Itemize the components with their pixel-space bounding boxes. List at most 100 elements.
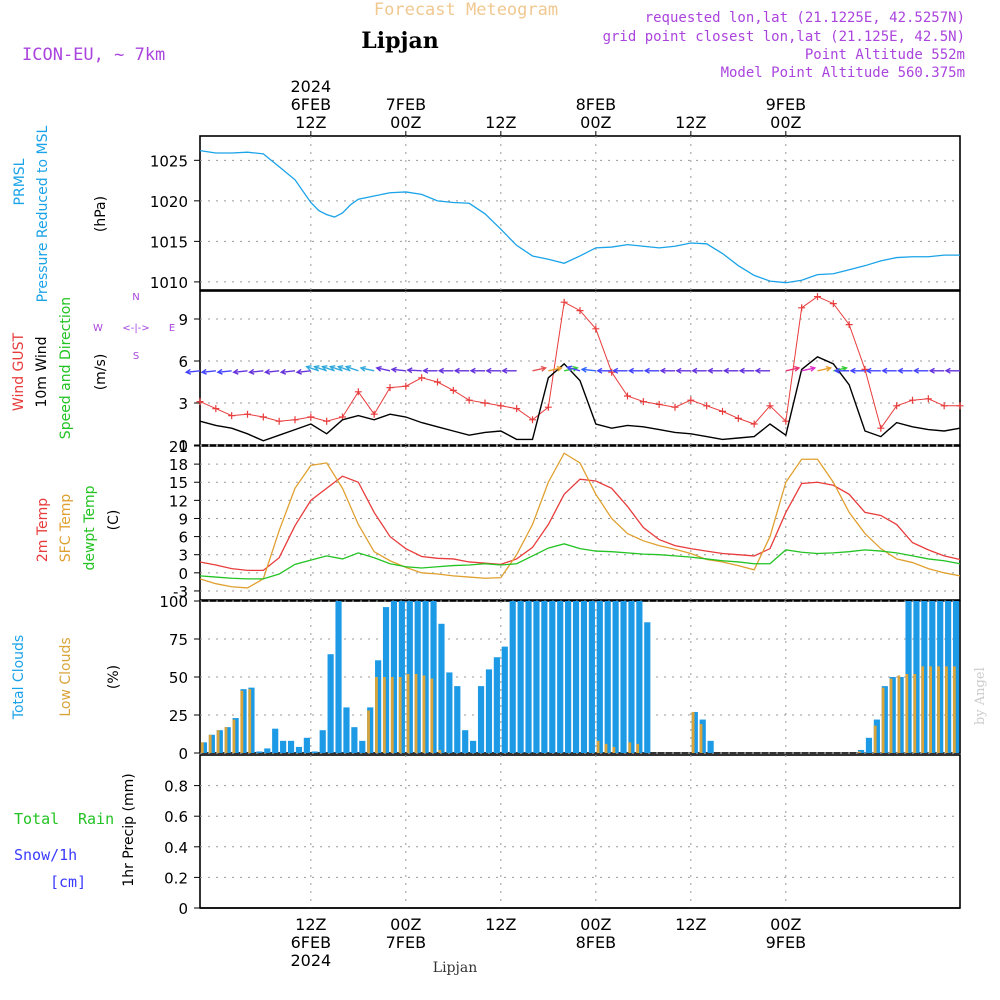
total-cloud-bar [889, 677, 896, 753]
wind-arrow-head [572, 365, 579, 372]
wind-arrow-head [612, 367, 619, 374]
y-tick-label: 1015 [150, 233, 188, 251]
wind-series [196, 293, 964, 442]
wind-arrow [391, 368, 406, 372]
wind-arrow [581, 368, 596, 372]
y-tick-label: 0 [178, 437, 188, 455]
wind-arrow-head [232, 368, 239, 375]
total-cloud-bar [280, 740, 287, 753]
low-cloud-bar [929, 666, 932, 753]
gust-marker [877, 424, 885, 432]
total-cloud-bar [501, 646, 508, 753]
low-cloud-bar [224, 727, 228, 753]
y-tick-label: 15 [169, 474, 188, 492]
wind-arrow [785, 367, 800, 372]
gust-marker [386, 384, 394, 392]
top-axis-label: 00Z [580, 113, 611, 132]
total-cloud-bar [699, 719, 706, 753]
total-cloud-bar [881, 686, 888, 753]
y-tick-labels: 10101015102010250369-3036912151821025507… [150, 152, 200, 918]
total-cloud-bar [351, 727, 358, 753]
gust-marker [196, 398, 204, 406]
low-cloud-bar [612, 746, 616, 753]
wind-arrow [360, 367, 375, 372]
wind-arrow-head [485, 367, 492, 374]
total-cloud-bar [865, 737, 873, 753]
precip-label-total: Total [14, 810, 59, 828]
total-cloud-bar [232, 718, 239, 753]
compass-icon: N S W E <-|-> [93, 292, 175, 362]
low-cloud-bar [414, 673, 418, 753]
total-cloud-bar [580, 601, 588, 753]
wind-arrow-head [849, 367, 856, 374]
compass-w: W [93, 323, 103, 334]
total-cloud-bar [493, 657, 500, 753]
wind-arrow-head [565, 365, 573, 372]
wind-arrow-head [422, 367, 429, 374]
gust-marker [608, 368, 616, 376]
total-cloud-bar [438, 623, 445, 753]
y-tick-label: 6 [178, 529, 188, 547]
wind-arrow [265, 370, 280, 373]
y-tick-label: 0 [178, 565, 188, 583]
wind-arrow [296, 370, 311, 373]
pressure-unit: (hPa) [93, 196, 109, 232]
top-axis-label: 00Z [770, 113, 801, 132]
low-cloud-bar [422, 675, 426, 753]
low-cloud-bar [945, 666, 948, 753]
low-cloud-bar [398, 677, 402, 753]
total-cloud-bar [604, 601, 611, 753]
gust-marker [750, 420, 758, 428]
total-cloud-bar [311, 751, 318, 753]
wind-arrow-head [540, 365, 548, 372]
total-cloud-bar [620, 601, 627, 753]
gust-marker [845, 321, 853, 329]
gust-marker [687, 396, 695, 404]
wind-arrow-head [738, 367, 745, 374]
low-cloud-bar [240, 690, 244, 753]
wind-arrow-head [707, 367, 714, 374]
bottom-axis-label: 12Z [485, 915, 516, 934]
total-cloud-bar [462, 730, 469, 753]
low-cloud-bar [406, 673, 410, 753]
total-cloud-bar [422, 601, 429, 753]
gust-marker [956, 402, 964, 410]
wind-arrow [330, 365, 343, 372]
total-cloud-bar [557, 601, 564, 753]
total-cloud-bar [343, 707, 350, 753]
low-cloud-bar [897, 675, 901, 753]
total-cloud-bar [208, 734, 215, 753]
total-cloud-bar [430, 601, 437, 753]
total-cloud-bar [398, 601, 405, 753]
total-cloud-bar [628, 601, 635, 753]
y-tick-label: 0.2 [164, 869, 188, 887]
wind-arrow-head [469, 367, 476, 374]
gust-marker [909, 396, 916, 404]
wind-arrow-head [722, 367, 730, 374]
top-axis-label: 12Z [675, 113, 706, 132]
bottom-axis-label: 2024 [290, 951, 331, 970]
sfc-temp-line [199, 452, 961, 589]
clouds-label-2: Low Clouds [58, 637, 74, 716]
y-tick-label: 0.4 [164, 839, 188, 857]
low-cloud-bar [636, 743, 640, 753]
precip-label-rain: Rain [78, 810, 114, 828]
wind-arrow-head [328, 365, 336, 371]
compass-center: <-|-> [122, 323, 149, 334]
gust-marker [766, 402, 774, 410]
low-cloud-bar [952, 666, 956, 753]
total-cloud-bar [216, 730, 223, 753]
wind-line [199, 355, 961, 442]
compass-e: E [169, 323, 175, 334]
total-cloud-bar [533, 601, 540, 753]
wind-arrow-head [825, 365, 833, 372]
low-cloud-bar [905, 673, 909, 753]
compass-n: N [132, 292, 139, 303]
clouds-label-1: Total Clouds [11, 635, 27, 720]
wind-arrow-head [263, 368, 271, 375]
wind-arrow-head [596, 367, 603, 374]
bottom-axis-label: 8FEB [576, 933, 616, 952]
